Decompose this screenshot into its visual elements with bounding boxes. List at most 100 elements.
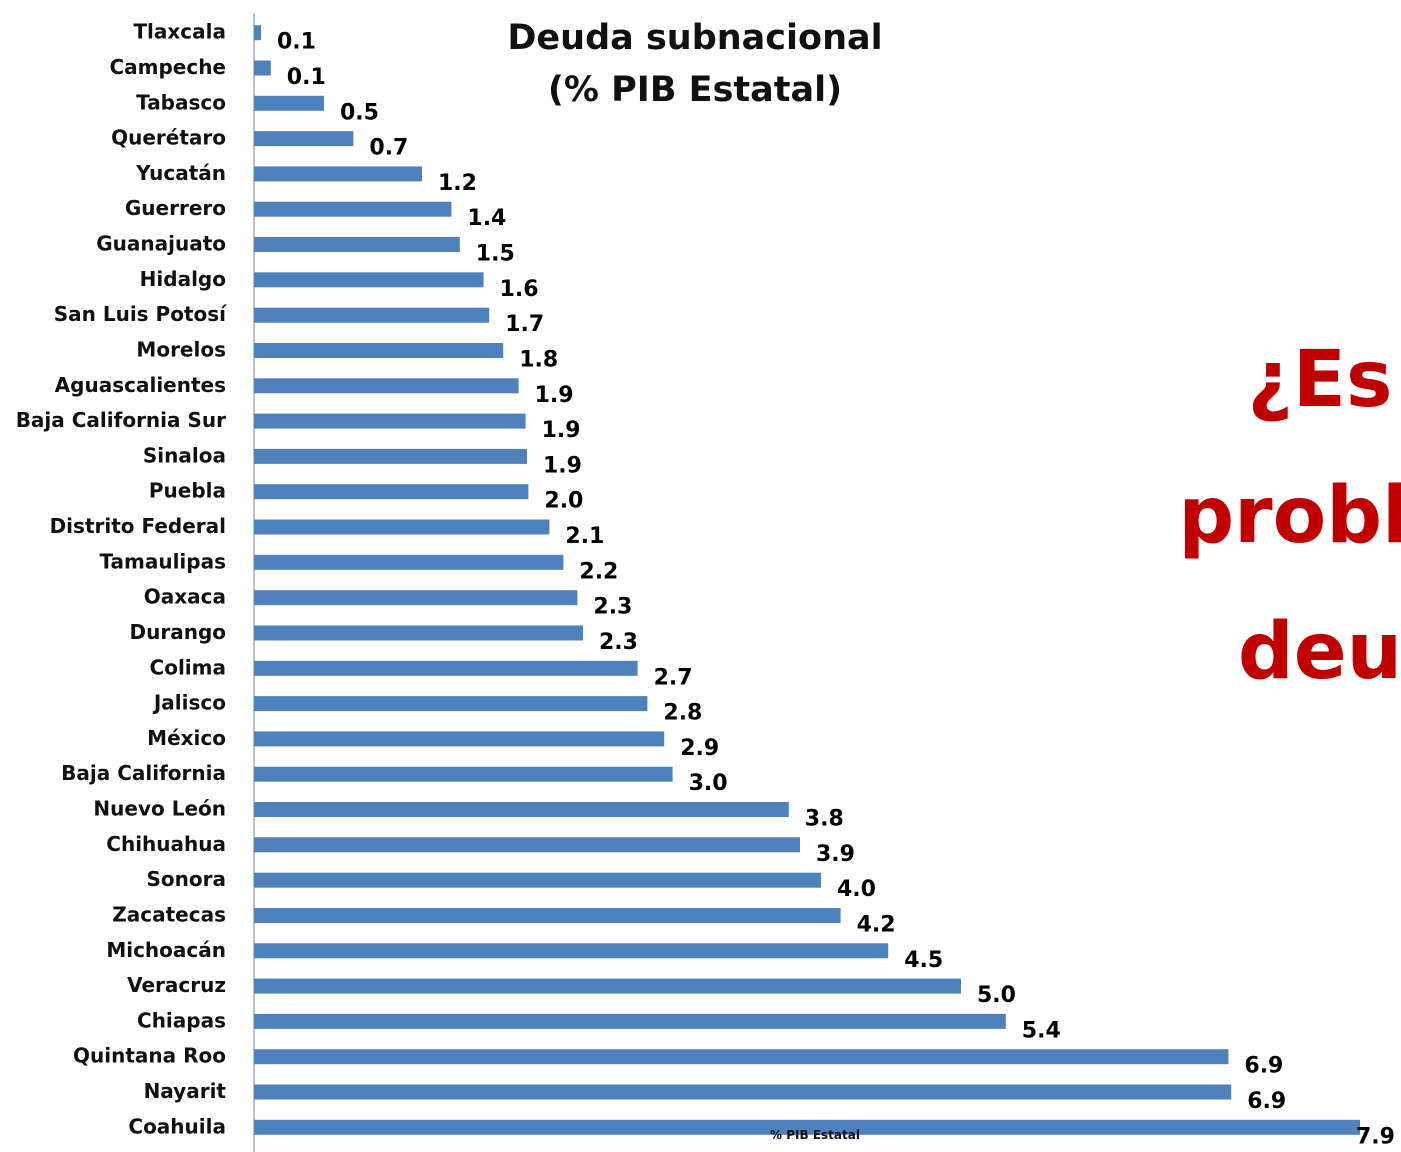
bar [254,1084,1232,1100]
category-labels-group: Tlaxcala Campeche Tabasco Querétaro Yucatán G… [16,20,227,1139]
category-label: México [147,726,226,750]
x-axis-label: % PIB Estatal [770,1128,860,1142]
bar [254,1119,1360,1135]
bar [254,272,484,288]
bar [254,731,665,747]
value-label: 3.0 [689,771,728,796]
category-label: Morelos [136,338,226,362]
bar [254,95,324,111]
category-label: Yucatán [135,161,226,185]
value-label: 7.9 [1356,1124,1395,1149]
bar [254,413,526,429]
category-label: Baja California Sur [16,408,226,432]
category-label: Aguascalientes [55,373,226,397]
bar [254,766,673,782]
value-label: 2.0 [544,489,583,514]
category-label: Chiapas [137,1008,226,1032]
bar [254,696,648,712]
value-label: 1.4 [467,206,506,231]
bar [254,201,452,217]
bar [254,943,889,959]
category-label: Tamaulipas [99,549,226,573]
bar [254,343,504,358]
value-label: 1.9 [542,418,581,443]
category-label: Zacatecas [112,903,226,927]
category-label: Sonora [147,867,226,891]
bar [254,660,638,676]
value-label: 1.7 [505,312,544,337]
bar [254,25,261,41]
category-label: Tabasco [136,90,226,114]
category-label: Guanajuato [96,232,226,256]
chart-title-line-1: Deuda subnacional [507,18,883,58]
value-label: 2.7 [654,665,693,690]
value-label: 2.8 [663,701,702,726]
value-label: 0.7 [369,136,408,161]
value-label: 1.8 [519,348,558,373]
bar [254,1049,1229,1065]
value-label: 6.9 [1247,1089,1286,1114]
value-label: 1.5 [476,242,515,267]
category-label: Puebla [149,479,226,503]
value-label: 2.2 [579,559,618,584]
overlay-line-3: deu [1237,607,1401,697]
bar [254,625,583,641]
value-label: 6.9 [1244,1054,1283,1079]
category-label: Veracruz [127,973,226,997]
bar [254,837,800,853]
category-label: Distrito Federal [50,514,226,538]
category-label: Querétaro [111,126,226,150]
bar [254,378,519,394]
bar [254,872,821,888]
category-label: Baja California [61,761,226,785]
bar [254,554,564,570]
category-label: Campeche [109,55,226,79]
category-label: Michoacán [106,938,226,962]
value-label: 3.9 [816,842,855,867]
value-label: 0.1 [277,30,316,55]
value-label: 1.2 [438,171,477,196]
value-label: 4.2 [857,913,896,938]
category-label: Jalisco [152,691,226,715]
value-label: 2.3 [599,630,638,655]
bar [254,307,490,323]
category-label: Guerrero [125,196,226,220]
bar [254,802,789,817]
bar [254,131,354,147]
value-labels-group: 0.1 0.1 0.5 0.7 1.2 1.4 1.5 1.6 1.7 1.8 1.9 1.9 1.9 2… [277,30,1395,1150]
bar [254,1013,1006,1029]
value-label: 2.9 [680,736,719,761]
bar [254,908,841,923]
category-label: Colima [150,655,226,679]
value-label: 1.9 [535,383,574,408]
chart-title: Deuda subnacional (% PIB Estatal) [470,12,920,116]
value-label: 1.6 [500,277,539,302]
value-label: 0.5 [340,100,379,125]
category-label: Oaxaca [144,585,226,609]
value-label: 3.8 [805,807,844,832]
category-label: Hidalgo [140,267,226,291]
value-label: 1.9 [543,453,582,478]
value-label: 4.0 [837,877,876,902]
bar [254,60,271,76]
category-label: Quintana Roo [73,1044,226,1068]
category-label: Durango [130,620,227,644]
bar [254,484,529,500]
value-label: 5.4 [1022,1018,1061,1043]
category-label: Nuevo León [93,797,226,821]
category-label: San Luis Potosí [54,302,227,326]
value-label: 4.5 [904,948,943,973]
category-label: Nayarit [144,1079,227,1103]
value-label: 0.1 [287,65,326,90]
bar [254,166,422,182]
overlay-line-1: ¿Es [1247,335,1393,425]
category-label: Sinaloa [143,443,226,467]
value-label: 5.0 [977,983,1016,1008]
bar [254,519,550,535]
bar [254,590,578,606]
value-label: 2.1 [565,524,604,549]
category-label: Tlaxcala [133,20,226,44]
overlay-line-2: proble [1178,471,1401,561]
category-label: Chihuahua [106,832,226,856]
